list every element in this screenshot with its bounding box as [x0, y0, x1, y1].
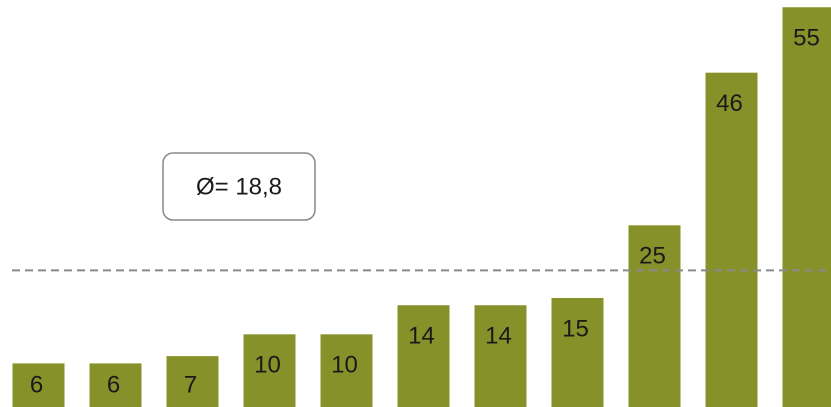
bar: [782, 7, 831, 407]
value-label: 46: [716, 90, 743, 117]
value-label: 14: [485, 323, 512, 350]
value-label: 55: [793, 25, 820, 52]
value-label: 10: [331, 352, 358, 379]
bar: [628, 225, 681, 407]
value-label: 25: [639, 243, 666, 270]
mean-box-frame: [162, 152, 316, 221]
value-label: 15: [562, 315, 589, 342]
bar: [89, 363, 142, 407]
bar: [397, 305, 450, 407]
bar: [474, 305, 527, 407]
bar: [166, 356, 219, 407]
value-label: 6: [30, 371, 43, 398]
mean-label: Ø= 18,8: [196, 173, 282, 200]
value-label: 6: [107, 371, 120, 398]
bar: [320, 334, 373, 407]
bar: [243, 334, 296, 407]
mean-box: Ø= 18,8: [162, 152, 316, 221]
bar: [551, 297, 604, 407]
value-label: 14: [408, 323, 435, 350]
bar: [705, 72, 758, 407]
value-label: 7: [184, 371, 197, 398]
value-label: 10: [254, 352, 281, 379]
bar: [12, 363, 65, 407]
